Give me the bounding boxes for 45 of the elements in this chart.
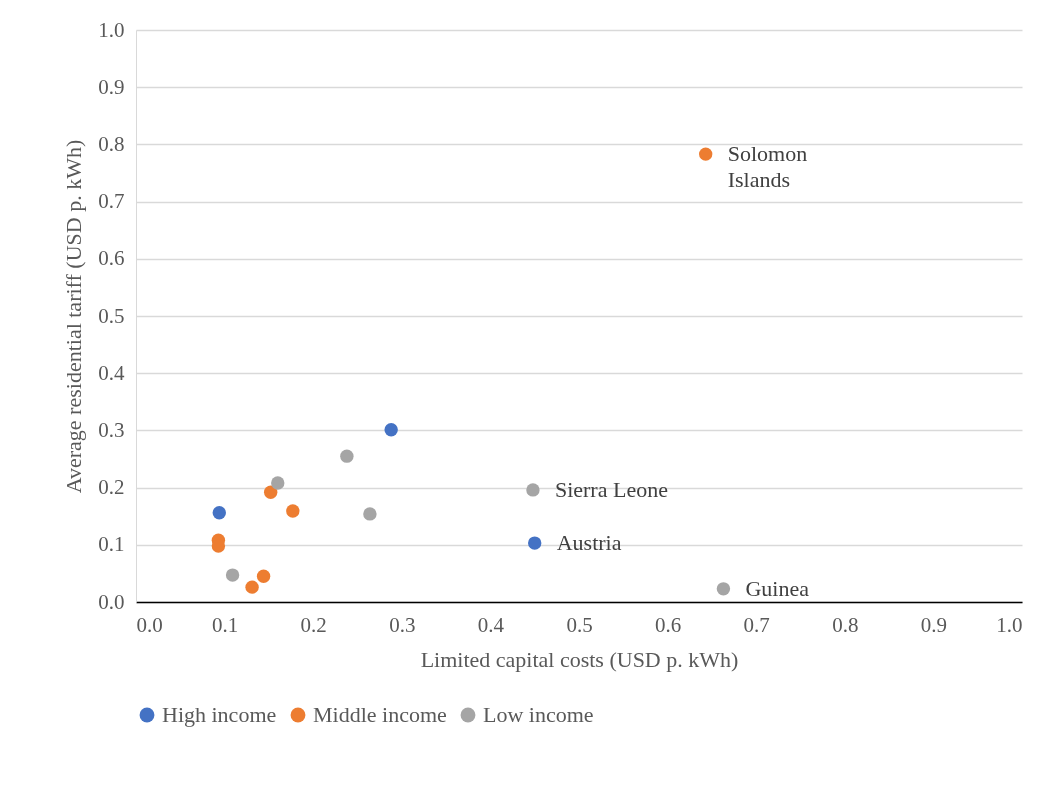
annotation: Solomon Islands [727, 141, 808, 193]
y-axis-title: Average residential tariff (USD p. kWh) [61, 139, 87, 494]
point [526, 483, 540, 497]
y-tick-label: 0.7 [98, 189, 125, 214]
x-tick-label: 0.4 [477, 612, 505, 637]
legend-label: Middle income [313, 702, 447, 727]
y-tick-label: 1.0 [98, 17, 125, 42]
y-tick-label: 0.9 [98, 74, 125, 99]
x-tick-label: 0.6 [654, 612, 682, 637]
point [698, 147, 713, 161]
y-tick-label: 0.3 [98, 417, 125, 442]
point [245, 580, 259, 594]
point [225, 568, 240, 582]
y-tick-label: 0.2 [98, 475, 125, 500]
point [271, 476, 285, 490]
point [384, 423, 398, 437]
annotation: Guinea [745, 575, 810, 601]
point [363, 507, 377, 521]
x-tick-label: 0.7 [743, 612, 770, 637]
x-tick-label: 0.9 [920, 612, 948, 637]
annotation: Austria [556, 530, 622, 556]
legend-label: High income [162, 702, 277, 727]
point [263, 485, 278, 499]
y-tick-label: 0.4 [98, 360, 125, 385]
x-tick-label: 0.2 [300, 612, 327, 637]
point [286, 504, 300, 518]
point [716, 582, 731, 596]
x-tick-label: 0.1 [211, 612, 239, 637]
legend-label: Low income [483, 702, 594, 727]
point [340, 449, 354, 463]
y-tick-label: 0.5 [98, 303, 125, 328]
annotation: Sierra Leone [554, 476, 668, 502]
y-tick-label: 0.8 [98, 131, 125, 156]
x-tick-label: 0.0 [136, 612, 163, 637]
point [212, 506, 226, 520]
point [256, 569, 271, 583]
y-tick-label: 0.0 [98, 589, 125, 614]
y-tick-label: 0.6 [98, 246, 125, 271]
x-tick-label: 0.5 [566, 612, 593, 637]
point [527, 536, 542, 550]
x-tick-label: 0.8 [832, 612, 859, 637]
x-axis-title: Limited capital costs (USD p. kWh) [420, 646, 739, 672]
y-tick-label: 0.1 [98, 532, 125, 557]
x-tick-label: 1.0 [996, 612, 1023, 637]
x-tick-label: 0.3 [389, 612, 416, 637]
